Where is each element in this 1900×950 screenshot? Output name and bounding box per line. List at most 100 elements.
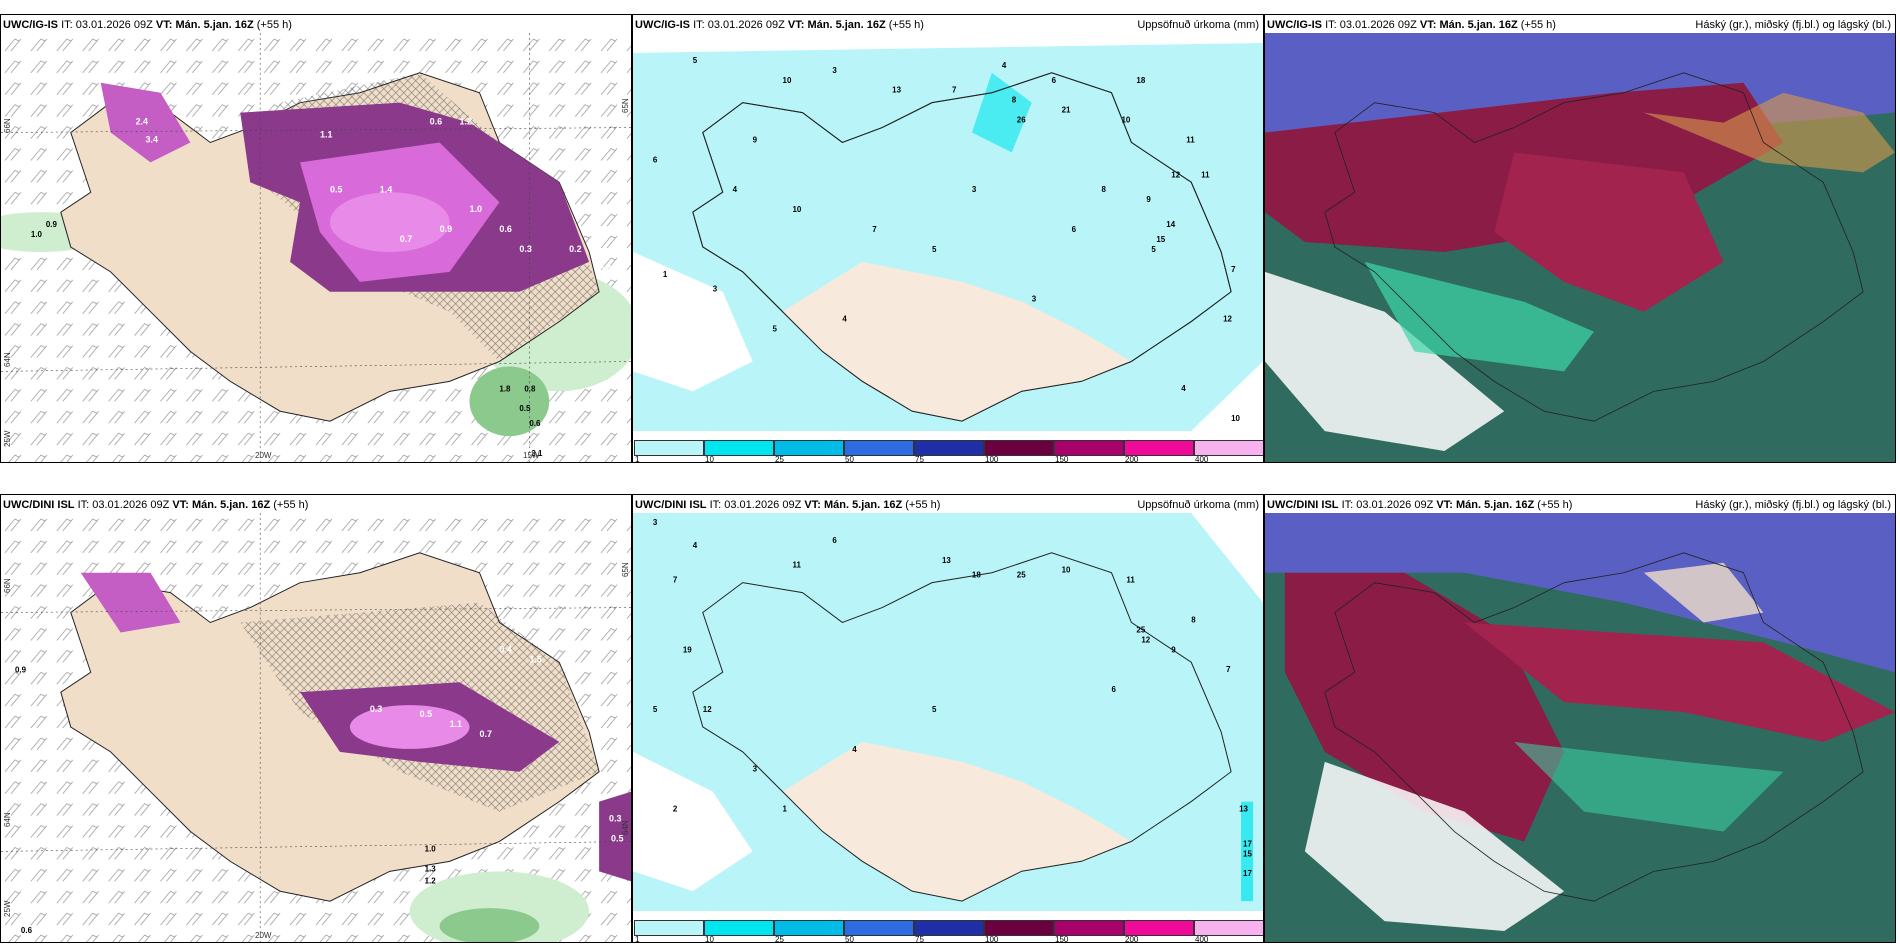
svg-text:7: 7 [673,576,678,585]
svg-text:0.9: 0.9 [46,220,58,229]
svg-text:0.7: 0.7 [400,234,412,244]
svg-text:1.1: 1.1 [450,719,462,729]
svg-text:12: 12 [703,705,712,714]
svg-text:8: 8 [1191,615,1196,624]
weather-map[interactable]: 2.4 3.4 1.1 0.6 1.2 0.5 1.4 0.7 0.9 1.0 … [1,33,631,462]
panel-top-mid-precip: UWC/IG-IS IT: 03.01.2026 09Z VT: Mán. 5.… [632,14,1264,463]
svg-text:11: 11 [1201,170,1210,179]
cloud-map[interactable] [1265,513,1895,942]
svg-text:2: 2 [673,805,678,814]
svg-text:6: 6 [1052,76,1057,85]
svg-text:0.5: 0.5 [330,184,342,194]
svg-text:0.6: 0.6 [529,419,541,428]
colorbar-tick-label: 25 [775,455,784,463]
svg-text:0.3: 0.3 [370,704,382,714]
svg-text:6: 6 [1072,225,1077,234]
panel-field-title: Háský (gr.), miðský (fj.bl.) og lágský (… [1695,499,1891,511]
colorbar-swatch [984,440,1054,456]
svg-text:3: 3 [653,518,658,527]
svg-text:10: 10 [1121,116,1130,125]
panel-bottom-mid-precip: UWC/DINI ISL IT: 03.01.2026 09Z VT: Mán.… [632,494,1264,943]
svg-text:0.4: 0.4 [599,264,611,274]
svg-text:3: 3 [972,185,977,194]
colorbar-swatch [1054,440,1124,456]
colorbar-swatch [704,920,774,936]
panel-field-title: Uppsöfnuð úrkoma (mm) [1137,499,1259,511]
svg-text:3: 3 [753,765,758,774]
colorbar-tick-label: 10 [705,455,714,463]
svg-text:18: 18 [1136,76,1145,85]
svg-text:25: 25 [1136,625,1145,634]
colorbar-tick-label: 75 [915,455,924,463]
panel-title: UWC/IG-IS IT: 03.01.2026 09Z VT: Mán. 5.… [3,19,292,31]
weather-map[interactable]: 3 4 7 11 6 13 18 25 10 12 11 9 8 7 6 5 4 3 2 1 12 19 5 2… [633,513,1263,918]
colorbar-swatch [634,440,704,456]
svg-text:0.6: 0.6 [499,224,511,234]
colorbar-tick-label: 200 [1125,935,1139,943]
svg-text:3.4: 3.4 [146,134,158,144]
lat-label: 66N [3,578,12,593]
svg-text:1: 1 [663,270,668,279]
precip-colorbar: 1 10 25 50 75 100 150 200 400 [633,918,1263,942]
svg-text:15: 15 [1156,235,1165,244]
svg-text:12: 12 [1223,315,1232,324]
svg-text:6: 6 [653,155,658,164]
colorbar-swatch [774,920,844,936]
svg-text:3: 3 [713,285,718,294]
lon-label: 15W [523,451,540,460]
svg-text:1.2: 1.2 [460,117,472,127]
svg-text:13: 13 [1239,805,1248,814]
svg-text:13: 13 [892,86,901,95]
svg-text:11: 11 [1186,135,1195,144]
colorbar-tick-label: 1 [635,935,640,943]
colorbar-tick-label: 150 [1055,455,1069,463]
colorbar-swatch [1194,920,1263,936]
svg-text:6: 6 [832,536,837,545]
svg-text:0.5: 0.5 [519,404,531,413]
svg-text:8: 8 [1012,96,1017,105]
svg-text:13: 13 [942,556,951,565]
svg-text:15: 15 [1243,849,1252,858]
svg-text:10: 10 [1062,566,1071,575]
svg-text:0.6: 0.6 [21,926,33,935]
lat-label: 25W [3,430,12,447]
svg-text:1: 1 [783,805,788,814]
cloud-map[interactable] [1265,33,1895,462]
colorbar-swatch [914,440,984,456]
svg-text:8: 8 [1102,185,1107,194]
svg-text:0.2: 0.2 [569,244,581,254]
svg-text:5: 5 [932,705,937,714]
colorbar-tick-label: 75 [915,935,924,943]
colorbar-tick-label: 10 [705,935,714,943]
svg-text:5: 5 [653,705,658,714]
svg-text:1.1: 1.1 [320,130,332,140]
svg-text:5: 5 [693,56,698,65]
panel-title: UWC/DINI ISL IT: 03.01.2026 09Z VT: Mán.… [1267,499,1573,511]
precip-value-labels: 2.4 3.4 1.1 0.6 1.2 0.5 1.4 0.7 0.9 1.0 … [31,117,612,458]
svg-text:2.4: 2.4 [136,117,148,127]
panel-bottom-left-surface: UWC/DINI ISL IT: 03.01.2026 09Z VT: Mán.… [0,494,632,943]
svg-text:0.8: 0.8 [524,384,536,393]
panel-top-left-surface: UWC/IG-IS IT: 03.01.2026 09Z VT: Mán. 5.… [0,14,632,463]
lon-label: 20W [255,931,272,940]
colorbar-tick-label: 100 [985,935,999,943]
svg-text:1.8: 1.8 [499,384,511,393]
panel-title: UWC/DINI ISL IT: 03.01.2026 09Z VT: Mán.… [635,499,941,511]
precip-value-labels: 0.3 0.5 1.1 0.7 0.4 1.5 0.3 0.5 0.9 0.6 … [15,644,624,935]
svg-text:9: 9 [1171,645,1176,654]
svg-text:10: 10 [1231,414,1240,423]
svg-text:17: 17 [1243,869,1252,878]
svg-text:4: 4 [1002,61,1007,70]
svg-text:5: 5 [1151,245,1156,254]
colorbar-swatch [844,920,914,936]
svg-text:1.4: 1.4 [380,184,392,194]
svg-text:0.5: 0.5 [420,709,432,719]
weather-map[interactable]: 0.3 0.5 1.1 0.7 0.4 1.5 0.3 0.5 0.9 0.6 … [1,513,631,942]
panel-field-title: Uppsöfnuð úrkoma (mm) [1137,19,1259,31]
svg-text:17: 17 [1243,839,1252,848]
lat-label: 25W [3,900,12,917]
svg-text:18: 18 [972,571,981,580]
svg-text:0.6: 0.6 [430,117,442,127]
colorbar-tick-label: 50 [845,455,854,463]
